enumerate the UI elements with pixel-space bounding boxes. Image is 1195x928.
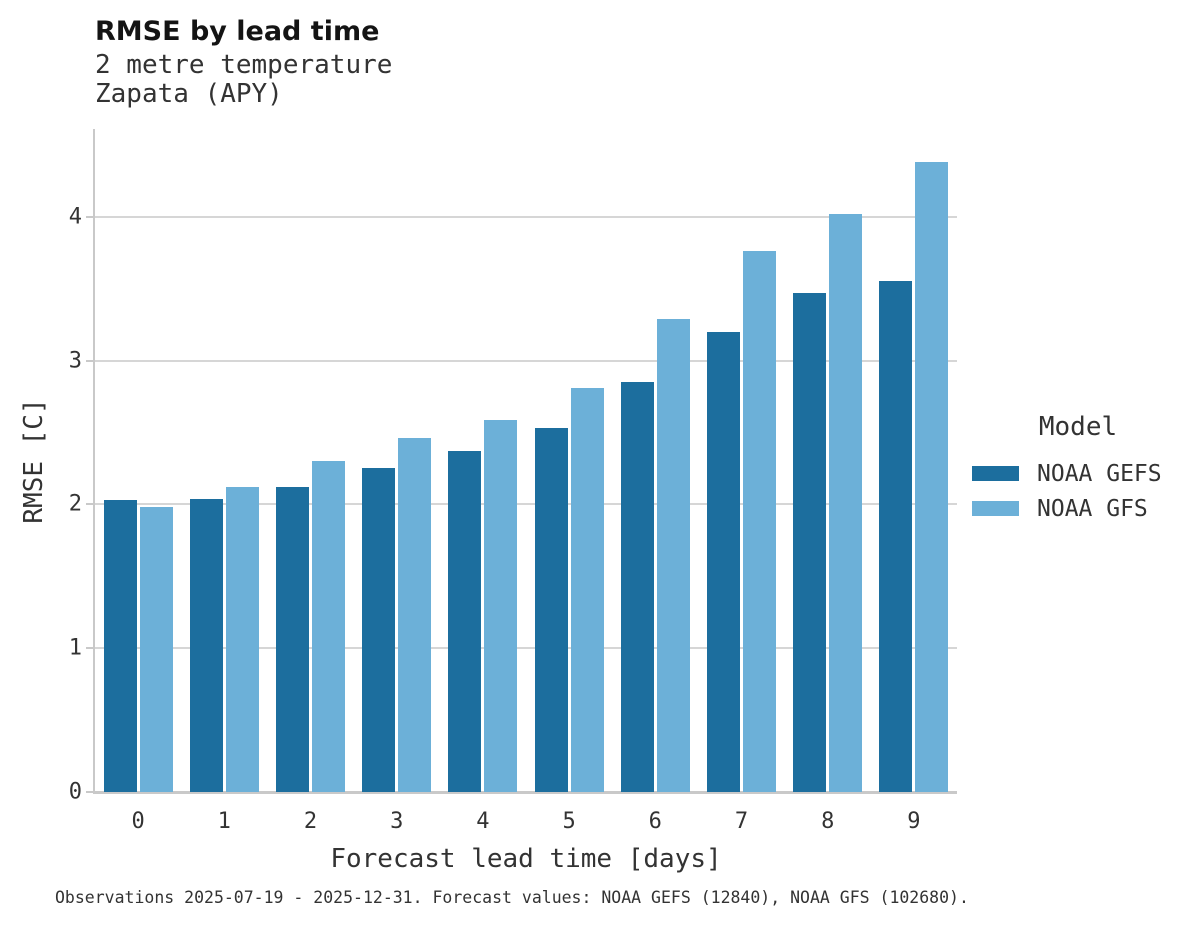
x-axis-title: Forecast lead time [days] — [330, 844, 722, 874]
subtitle-line-2: Zapata (APY) — [95, 79, 283, 109]
gridline-y3 — [95, 359, 957, 362]
x-tick-label-0: 0 — [131, 809, 145, 834]
x-tick-label-2: 2 — [303, 809, 318, 834]
legend-item-noaa-gfs: NOAA GFS — [972, 491, 1184, 526]
x-tick-label-7: 7 — [734, 809, 749, 834]
bar-noaa-gefs-day3 — [362, 468, 396, 792]
legend: Model NOAA GEFS NOAA GFS — [972, 412, 1184, 526]
chart-subtitle: 2 metre temperature Zapata (APY) — [95, 51, 392, 109]
bar-noaa-gefs-day6 — [620, 382, 654, 792]
bar-noaa-gfs-day8 — [829, 213, 863, 792]
bar-noaa-gefs-day1 — [189, 498, 223, 792]
chart-title: RMSE by lead time — [95, 16, 380, 47]
gridline-y2 — [95, 503, 957, 506]
legend-swatch-icon — [972, 466, 1019, 481]
subtitle-line-1: 2 metre temperature — [95, 50, 393, 80]
x-tick-label-5: 5 — [562, 809, 576, 834]
y-tick-label-4: 4 — [68, 204, 82, 230]
x-tick-label-6: 6 — [648, 809, 662, 834]
bar-noaa-gefs-day9 — [879, 281, 913, 792]
legend-label: NOAA GFS — [1037, 495, 1148, 522]
y-axis-line — [93, 129, 95, 792]
x-tick-label-8: 8 — [821, 809, 835, 834]
bar-noaa-gfs-day9 — [915, 162, 949, 792]
y-tick-label-2: 2 — [68, 491, 82, 517]
x-tick-label-3: 3 — [390, 809, 404, 834]
y-tick-label-3: 3 — [68, 348, 82, 374]
bar-noaa-gfs-day5 — [570, 387, 604, 792]
bar-noaa-gefs-day8 — [793, 292, 827, 792]
x-tick-label-9: 9 — [907, 809, 921, 834]
bar-noaa-gfs-day6 — [656, 318, 690, 792]
bar-noaa-gefs-day5 — [534, 428, 568, 792]
y-tick-0 — [86, 791, 94, 793]
y-tick-label-0: 0 — [68, 779, 82, 805]
bar-noaa-gefs-day0 — [103, 500, 137, 792]
y-axis-title: RMSE [C] — [19, 397, 49, 524]
bar-noaa-gefs-day4 — [448, 451, 482, 792]
y-tick-2 — [86, 503, 94, 506]
footer-caption: Observations 2025-07-19 - 2025-12-31. Fo… — [55, 888, 969, 907]
legend-title: Model — [1038, 412, 1118, 442]
gridline-y4 — [95, 215, 957, 218]
bar-noaa-gfs-day0 — [139, 507, 173, 792]
bar-noaa-gefs-day7 — [707, 331, 740, 792]
y-tick-4 — [86, 215, 94, 218]
x-tick-label-1: 1 — [217, 809, 231, 834]
bar-noaa-gfs-day1 — [225, 487, 259, 792]
y-tick-label-1: 1 — [68, 635, 82, 661]
bar-noaa-gfs-day3 — [398, 438, 432, 792]
legend-label: NOAA GEFS — [1037, 460, 1162, 487]
legend-item-noaa-gefs: NOAA GEFS — [972, 456, 1184, 491]
legend-items: NOAA GEFS NOAA GFS — [972, 456, 1184, 526]
x-tick-label-4: 4 — [476, 809, 490, 834]
bar-noaa-gefs-day2 — [276, 487, 309, 792]
bar-noaa-gfs-day4 — [484, 419, 518, 792]
legend-swatch-icon — [972, 501, 1019, 516]
y-tick-1 — [86, 647, 94, 650]
y-tick-3 — [86, 359, 94, 362]
bar-noaa-gfs-day2 — [312, 461, 345, 792]
x-axis-line — [93, 791, 957, 794]
gridline-y1 — [95, 647, 957, 650]
bar-noaa-gfs-day7 — [743, 251, 776, 792]
